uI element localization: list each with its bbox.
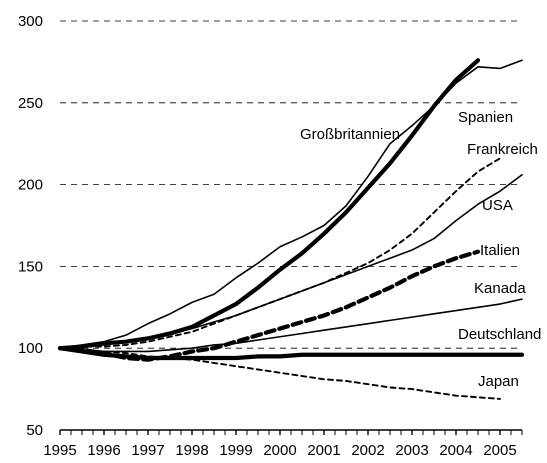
x-tick-label-1996: 1996 [87, 442, 120, 459]
gridlines: 50 100 150 200 250 300 [18, 13, 522, 439]
series-line-frankreich [59, 157, 501, 350]
series-label-italien: Italien [480, 242, 520, 259]
y-tick-label-150: 150 [18, 258, 43, 275]
y-tick-label-100: 100 [18, 340, 43, 357]
x-tick-label-1999: 1999 [219, 442, 252, 459]
x-tick-label-2004: 2004 [439, 442, 472, 459]
x-tick-label-2000: 2000 [263, 442, 296, 459]
series-label-gro-britannien: Großbritannien [300, 126, 400, 143]
series-line-usa [59, 173, 523, 349]
x-tick-label-1998: 1998 [175, 442, 208, 459]
series-line-spanien [57, 58, 481, 351]
y-tick-label-50: 50 [26, 422, 43, 439]
series-label-usa: USA [482, 197, 513, 214]
x-axis: 1995 1996 1997 1998 1999 2000 2001 2002 2003 2004… [43, 429, 523, 459]
x-tick-label-1997: 1997 [131, 442, 164, 459]
y-tick-label-300: 300 [18, 13, 43, 30]
series-label-deutschland: Deutschland [458, 326, 541, 343]
series-label-frankreich: Frankreich [467, 141, 538, 158]
series-line-kanada [59, 298, 523, 353]
series-line-gro-britannien [59, 59, 523, 349]
x-tick-label-2003: 2003 [395, 442, 428, 459]
series-label-kanada: Kanada [474, 280, 526, 297]
y-tick-label-200: 200 [18, 177, 43, 194]
series-layer [57, 58, 525, 400]
series-line-deutschland [57, 346, 525, 361]
x-tick-label-1995: 1995 [43, 442, 76, 459]
series-label-japan: Japan [478, 373, 519, 390]
label-layer: Spanien Großbritannien Frankreich USA Italie… [300, 109, 541, 390]
series-line-japan [59, 347, 501, 400]
x-tick-label-2005: 2005 [483, 442, 516, 459]
y-tick-label-250: 250 [18, 95, 43, 112]
x-tick-label-2001: 2001 [307, 442, 340, 459]
series-label-spanien: Spanien [458, 109, 513, 126]
x-tick-label-2002: 2002 [351, 442, 384, 459]
